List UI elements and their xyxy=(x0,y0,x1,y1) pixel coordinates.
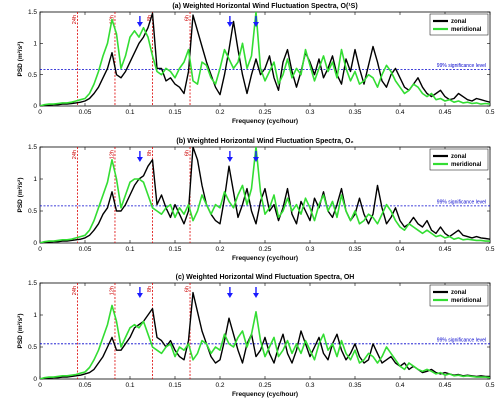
chart-title: (b) Weighted Horizontal Wind Fluctuation… xyxy=(176,138,353,145)
x-tick-label: 0.3 xyxy=(305,109,314,116)
y-tick-label: 1 xyxy=(33,41,37,48)
x-axis-label: Frequency (cyc/hour) xyxy=(232,255,298,262)
x-tick-label: 0.15 xyxy=(169,382,182,389)
series-line-meridional xyxy=(40,304,490,379)
x-tick-label: 0.25 xyxy=(259,109,272,116)
x-tick-label: 0.35 xyxy=(349,109,362,116)
arrow-head xyxy=(136,293,143,298)
significance-label: 99% significance level xyxy=(437,63,486,69)
chart-panel-1: (b) Weighted Horizontal Wind Fluctuation… xyxy=(17,138,495,262)
y-tick-label: 1.5 xyxy=(28,144,37,151)
series-group xyxy=(40,147,490,243)
x-tick-label: 0.15 xyxy=(169,109,182,116)
x-tick-label: 0.2 xyxy=(215,382,224,389)
x-tick-label: 0 xyxy=(38,246,42,253)
x-tick-label: 0.05 xyxy=(79,246,92,253)
x-tick-label: 0.45 xyxy=(439,246,452,253)
x-tick-label: 0.3 xyxy=(305,246,314,253)
x-tick-label: 0.1 xyxy=(125,246,134,253)
plot-frame xyxy=(39,146,491,244)
x-tick-label: 0.05 xyxy=(79,109,92,116)
period-label: 8h xyxy=(147,150,153,156)
legend-entry: meridional xyxy=(451,298,482,304)
y-tick-label: 1.5 xyxy=(28,9,37,16)
y-axis-label: PSD (m²/s²) xyxy=(17,177,24,212)
series-line-meridional xyxy=(40,12,490,106)
x-tick-label: 0.1 xyxy=(125,382,134,389)
y-tick-label: 0.5 xyxy=(28,344,37,351)
arrow-head xyxy=(136,22,143,27)
y-tick-label: 1 xyxy=(33,176,37,183)
y-tick-label: 1.5 xyxy=(28,280,37,287)
significance-label: 99% significance level xyxy=(437,337,486,343)
x-tick-label: 0.45 xyxy=(439,382,452,389)
y-tick-label: 0 xyxy=(33,240,37,247)
series-line-zonal xyxy=(40,147,490,243)
y-axis-label: PSD (m²/s²) xyxy=(17,313,24,348)
series-group xyxy=(40,291,490,379)
chart-title: (c) Weighted Horizontal Wind Fluctuation… xyxy=(176,274,355,281)
x-tick-label: 0 xyxy=(38,382,42,389)
chart-panel-0: (a) Weighted Horizontal Wind Fluctuation… xyxy=(17,3,495,125)
period-label: 24h xyxy=(72,286,78,295)
legend-entry: zonal xyxy=(451,154,467,160)
y-axis-label: PSD (m²/s²) xyxy=(17,41,24,76)
significance-label: 99% significance level xyxy=(437,199,486,205)
x-tick-label: 0.4 xyxy=(395,109,404,116)
period-label: 8h xyxy=(147,15,153,21)
period-label: 6h xyxy=(185,150,191,156)
x-tick-label: 0.5 xyxy=(485,246,494,253)
x-tick-label: 0.2 xyxy=(215,246,224,253)
period-label: 12h xyxy=(109,150,115,159)
x-tick-label: 0.5 xyxy=(485,109,494,116)
period-label: 24h xyxy=(72,15,78,24)
legend-entry: meridional xyxy=(451,27,482,33)
arrow-head xyxy=(136,157,143,162)
x-tick-label: 0.25 xyxy=(259,246,272,253)
y-tick-label: 0.5 xyxy=(28,208,37,215)
x-tick-label: 0.05 xyxy=(79,382,92,389)
series-line-zonal xyxy=(40,12,490,106)
x-tick-label: 0.1 xyxy=(125,109,134,116)
period-label: 6h xyxy=(185,286,191,292)
x-tick-label: 0 xyxy=(38,109,42,116)
x-tick-label: 0.3 xyxy=(305,382,314,389)
y-tick-label: 1 xyxy=(33,312,37,319)
y-tick-label: 0 xyxy=(33,103,37,110)
arrow-head xyxy=(226,157,233,162)
period-label: 24h xyxy=(72,150,78,159)
x-tick-label: 0.45 xyxy=(439,109,452,116)
x-tick-label: 0.5 xyxy=(485,382,494,389)
x-tick-label: 0.15 xyxy=(169,246,182,253)
x-tick-label: 0.4 xyxy=(395,246,404,253)
plot-frame xyxy=(39,11,491,107)
arrow-head xyxy=(226,22,233,27)
arrow-head xyxy=(253,22,259,27)
x-tick-label: 0.2 xyxy=(215,109,224,116)
x-tick-label: 0.4 xyxy=(395,382,404,389)
x-tick-label: 0.35 xyxy=(349,246,362,253)
x-axis-label: Frequency (cyc/hour) xyxy=(232,118,298,125)
x-tick-label: 0.25 xyxy=(259,382,272,389)
legend-entry: zonal xyxy=(451,290,467,296)
y-tick-label: 0 xyxy=(33,376,37,383)
plot-frame xyxy=(39,282,491,380)
period-label: 8h xyxy=(147,286,153,292)
period-label: 12h xyxy=(109,286,115,295)
chart-panel-2: (c) Weighted Horizontal Wind Fluctuation… xyxy=(17,274,495,398)
period-label: 6h xyxy=(185,15,191,21)
arrow-head xyxy=(253,293,259,298)
arrow-head xyxy=(226,293,233,298)
legend-entry: meridional xyxy=(451,162,482,168)
series-line-meridional xyxy=(40,147,490,243)
x-tick-label: 0.35 xyxy=(349,382,362,389)
legend-entry: zonal xyxy=(451,19,467,25)
arrow-head xyxy=(253,157,259,162)
y-tick-label: 0.5 xyxy=(28,72,37,79)
series-group xyxy=(40,12,490,106)
x-axis-label: Frequency (cyc/hour) xyxy=(232,391,298,398)
chart-title: (a) Weighted Horizontal Wind Fluctuation… xyxy=(172,3,357,10)
